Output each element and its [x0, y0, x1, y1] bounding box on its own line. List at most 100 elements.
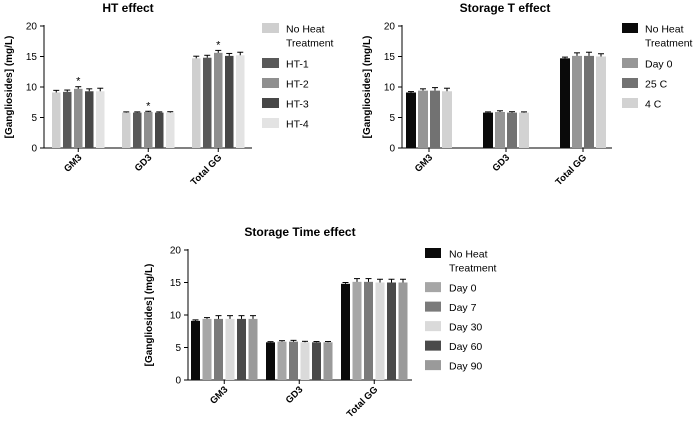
ht-bar-gd3-ht-3 — [155, 112, 164, 148]
storageT-bar-total-gg-no-heat-treatment — [560, 58, 570, 148]
ht-legend-label-ht-1: HT-1 — [286, 59, 309, 71]
storageTime-y-tick-label: 20 — [170, 246, 182, 257]
storageTime-bar-gd3-day-30 — [300, 342, 310, 380]
ht-legend-swatch-no-heat-treatment — [262, 23, 279, 33]
storageTime-bar-total-gg-day-60 — [387, 282, 396, 380]
storageTime-legend-swatch-day-90 — [425, 360, 441, 371]
storageT-category-label-gm3: GM3 — [413, 152, 435, 174]
storageT-category-label-gd3: GD3 — [491, 152, 513, 174]
storageTime-bar-total-gg-day-0 — [352, 281, 362, 380]
ht-bar-total-gg-ht-3 — [225, 55, 234, 148]
ht-bar-total-gg-no-heat-treatment — [192, 58, 201, 148]
storageTime-bar-total-gg-day-30 — [375, 282, 385, 380]
storageTime-legend-label-no-heat-treatment-line2: Treatment — [449, 263, 497, 275]
storageT-bar-gd3-day-0 — [495, 112, 505, 148]
storageT-bar-total-gg-25-c — [584, 55, 594, 148]
storageTime-bar-total-gg-day-7 — [364, 281, 373, 380]
storageTime-bar-gm3-day-90 — [248, 318, 258, 380]
storageTime-category-label-gm3: GM3 — [208, 384, 230, 406]
ht-y-tick-label: 10 — [26, 83, 38, 94]
storageTime-y-tick-label: 10 — [170, 311, 182, 322]
storageTime-bar-gd3-no-heat-treatment — [266, 342, 275, 380]
ht-y-tick-label: 20 — [26, 22, 38, 33]
storageTime-bar-gd3-day-7 — [289, 341, 298, 380]
storageT-bar-total-gg-4-c — [596, 56, 606, 148]
storageT-bar-gm3-25-c — [430, 90, 440, 148]
ht-category-label-total-gg: Total GG — [189, 152, 225, 188]
storageTime-legend-label-day-60: Day 60 — [449, 341, 482, 353]
storageTime-legend-label-day-7: Day 7 — [449, 302, 477, 314]
ht-bar-gm3-ht-4 — [96, 91, 105, 148]
ht-legend-swatch-ht-3 — [262, 98, 279, 108]
storageTime-legend-swatch-day-30 — [425, 321, 441, 332]
ht-legend-label-ht-3: HT-3 — [286, 99, 309, 111]
storageT-chart-title: Storage T effect — [460, 1, 551, 15]
storageT-y-tick-label: 5 — [389, 113, 395, 124]
storageTime-category-label-gd3: GD3 — [284, 384, 306, 406]
storageTime-category-label-total-gg: Total GG — [345, 384, 381, 420]
ht-legend-swatch-ht-2 — [262, 78, 279, 88]
storageT-bar-gm3-no-heat-treatment — [406, 92, 416, 148]
ht-significance-marker: * — [76, 76, 81, 88]
storageT-y-tick-label: 20 — [384, 22, 396, 33]
ht-significance-marker: * — [146, 100, 151, 112]
storageTime-legend-label-day-0: Day 0 — [449, 283, 477, 295]
ht-legend-label-ht-2: HT-2 — [286, 79, 309, 91]
storageT-legend-label-4-c: 4 C — [645, 99, 662, 111]
storageT-bar-gd3-4-c — [519, 112, 529, 148]
storageTime-legend-label-day-90: Day 90 — [449, 361, 482, 373]
storageTime-bar-gm3-day-7 — [214, 318, 223, 380]
ht-significance-marker: * — [216, 39, 221, 51]
ht-legend-swatch-ht-4 — [262, 118, 279, 128]
storageT-y-tick-label: 0 — [389, 144, 395, 155]
ht-legend-label-ht-4: HT-4 — [286, 119, 309, 131]
storageTime-bar-gd3-day-60 — [312, 342, 321, 380]
storageT-bar-gm3-4-c — [442, 91, 452, 148]
ht-category-label-gm3: GM3 — [62, 152, 84, 174]
ht-legend-label-no-heat-treatment: No Heat — [286, 24, 325, 36]
storageTime-bar-gm3-no-heat-treatment — [191, 320, 200, 380]
storageT-bar-gm3-day-0 — [418, 90, 428, 148]
ht-bar-total-gg-ht-1 — [203, 57, 212, 148]
storageT-bar-gd3-25-c — [507, 112, 517, 148]
ht-category-label-gd3: GD3 — [133, 152, 155, 174]
storageTime-legend-swatch-day-0 — [425, 282, 441, 293]
storageTime-y-tick-label: 0 — [175, 376, 181, 387]
storageT-bar-gd3-no-heat-treatment — [483, 112, 493, 148]
ht-bar-gd3-ht-4 — [166, 112, 175, 148]
ht-bar-gm3-ht-3 — [85, 91, 94, 148]
ht-bar-gm3-ht-2 — [74, 88, 83, 148]
storageTime-bar-gd3-day-90 — [323, 342, 333, 380]
storageT-legend-label-25-c: 25 C — [645, 79, 668, 91]
storageTime-bar-total-gg-no-heat-treatment — [341, 283, 350, 380]
storageTime-legend-label-no-heat-treatment: No Heat — [449, 249, 488, 261]
storageT-bar-total-gg-day-0 — [572, 55, 582, 148]
storageT-y-tick-label: 10 — [384, 83, 396, 94]
ht-chart-title: HT effect — [102, 1, 153, 15]
ht-bar-gm3-no-heat-treatment — [52, 92, 61, 148]
storageT-legend-swatch-no-heat-treatment — [622, 23, 638, 33]
storageT-category-label-total-gg: Total GG — [553, 152, 589, 188]
storageT-legend-label-day-0: Day 0 — [645, 59, 673, 71]
ht-legend-swatch-ht-1 — [262, 58, 279, 68]
ht-y-axis-label: [Gangliosides] (mg/L) — [4, 36, 15, 139]
ht-y-tick-label: 0 — [31, 144, 37, 155]
storageT-legend-swatch-4-c — [622, 98, 638, 108]
ht-bar-total-gg-ht-2 — [214, 52, 223, 149]
storageTime-legend-swatch-day-7 — [425, 301, 441, 312]
ht-legend-label-no-heat-treatment-line2: Treatment — [286, 38, 334, 50]
storageT-y-tick-label: 15 — [384, 52, 396, 63]
storageT-legend-swatch-25-c — [622, 78, 638, 88]
storageTime-legend-swatch-no-heat-treatment — [425, 248, 441, 258]
storageTime-y-axis-label: [Gangliosides] (mg/L) — [144, 264, 155, 367]
storageTime-y-tick-label: 15 — [170, 278, 182, 289]
storageT-legend-swatch-day-0 — [622, 58, 638, 68]
storageT-legend-label-no-heat-treatment-line2: Treatment — [645, 38, 693, 50]
storageTime-chart-title: Storage Time effect — [244, 225, 355, 239]
ht-y-tick-label: 15 — [26, 52, 38, 63]
ht-bar-gm3-ht-1 — [63, 91, 72, 148]
storageTime-bar-gm3-day-30 — [225, 318, 235, 380]
ht-y-tick-label: 5 — [31, 113, 37, 124]
